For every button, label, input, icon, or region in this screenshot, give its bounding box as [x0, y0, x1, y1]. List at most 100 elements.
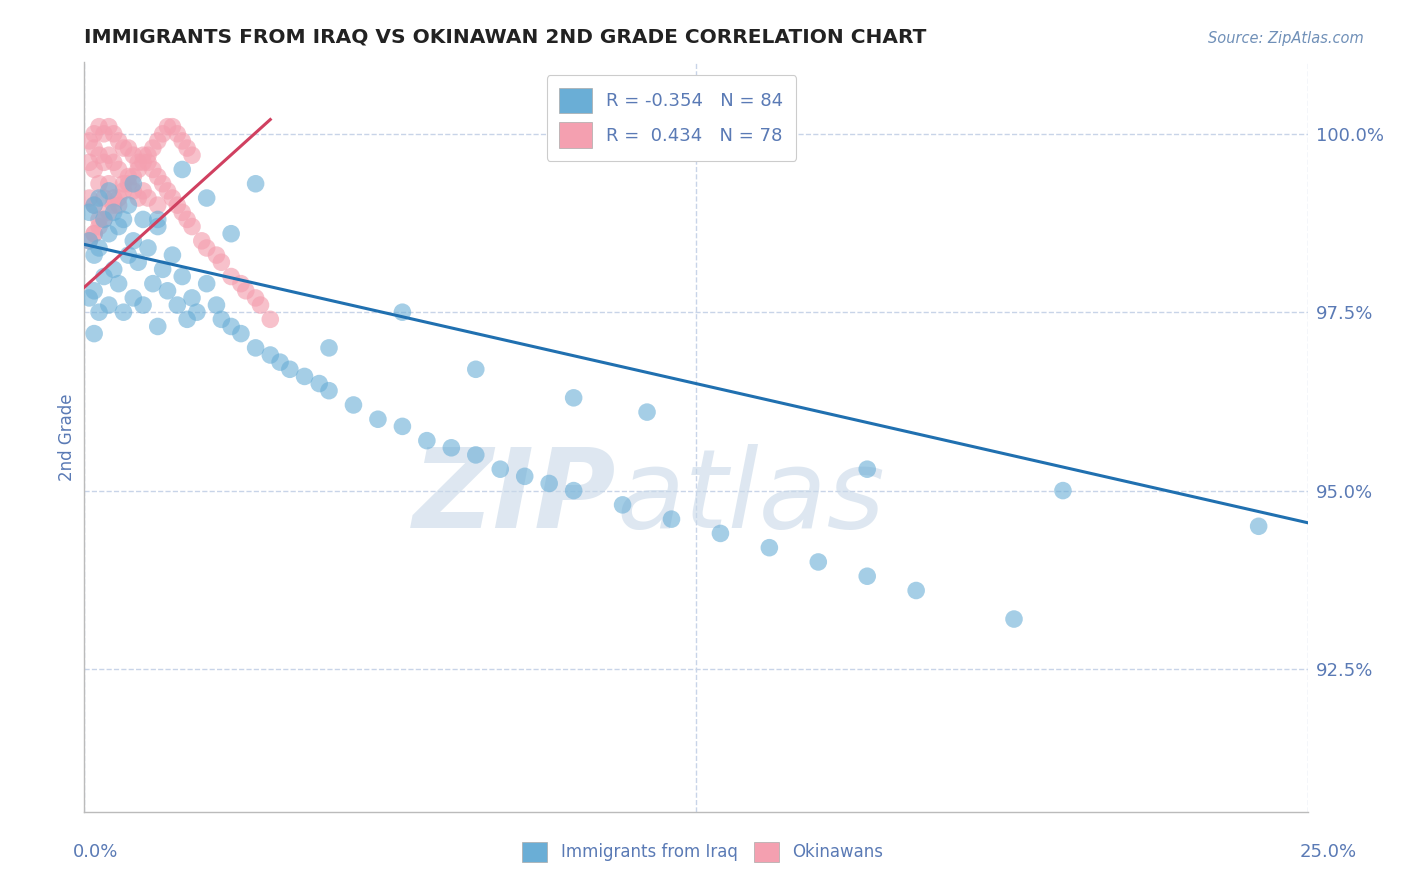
Point — [162, 191, 184, 205]
Point — [97, 184, 120, 198]
Point — [97, 205, 120, 219]
Point — [112, 141, 135, 155]
Point — [318, 341, 340, 355]
Point — [758, 541, 780, 555]
Point — [146, 219, 169, 234]
Point — [146, 319, 169, 334]
Point — [127, 155, 149, 169]
Point — [136, 191, 159, 205]
Point — [142, 162, 165, 177]
Point — [93, 269, 115, 284]
Point — [209, 312, 232, 326]
Point — [1052, 483, 1074, 498]
Point — [117, 248, 139, 262]
Point — [97, 177, 120, 191]
Point — [77, 234, 100, 248]
Point — [181, 148, 204, 162]
Point — [176, 312, 198, 326]
Point — [83, 326, 105, 341]
Point — [107, 162, 129, 177]
Point — [181, 219, 204, 234]
Point — [87, 177, 110, 191]
Point — [117, 141, 139, 155]
Point — [464, 448, 486, 462]
Point — [209, 255, 232, 269]
Point — [156, 120, 179, 134]
Point — [87, 212, 110, 227]
Point — [93, 212, 115, 227]
Point — [107, 277, 129, 291]
Point — [166, 198, 188, 212]
Point — [205, 248, 228, 262]
Point — [103, 155, 125, 169]
Point — [146, 198, 169, 212]
Point — [538, 476, 561, 491]
Point — [172, 269, 194, 284]
Point — [132, 298, 155, 312]
Point — [172, 205, 194, 219]
Point — [83, 284, 105, 298]
Point — [87, 241, 110, 255]
Point — [127, 162, 149, 177]
Point — [156, 184, 179, 198]
Point — [152, 127, 174, 141]
Point — [166, 127, 188, 141]
Point — [146, 134, 169, 148]
Point — [107, 198, 129, 212]
Point — [245, 291, 267, 305]
Point — [87, 120, 110, 134]
Point — [172, 134, 194, 148]
Point — [77, 291, 100, 305]
Point — [117, 177, 139, 191]
Point — [513, 469, 536, 483]
Point — [152, 262, 174, 277]
Point — [83, 127, 105, 141]
Point — [77, 191, 100, 205]
Point — [112, 305, 135, 319]
Point — [122, 291, 145, 305]
Point — [391, 305, 413, 319]
Point — [87, 148, 110, 162]
Point — [235, 284, 257, 298]
Point — [176, 212, 198, 227]
Point — [562, 391, 585, 405]
Point — [122, 169, 145, 184]
Point — [318, 384, 340, 398]
Point — [87, 191, 110, 205]
Point — [146, 212, 169, 227]
Point — [103, 198, 125, 212]
Point — [245, 341, 267, 355]
Point — [259, 348, 281, 362]
Point — [905, 583, 928, 598]
Point — [162, 248, 184, 262]
Text: IMMIGRANTS FROM IRAQ VS OKINAWAN 2ND GRADE CORRELATION CHART: IMMIGRANTS FROM IRAQ VS OKINAWAN 2ND GRA… — [84, 28, 927, 47]
Point — [176, 141, 198, 155]
Point — [83, 227, 105, 241]
Point — [205, 298, 228, 312]
Point — [367, 412, 389, 426]
Point — [87, 219, 110, 234]
Point — [219, 269, 242, 284]
Point — [807, 555, 830, 569]
Y-axis label: 2nd Grade: 2nd Grade — [58, 393, 76, 481]
Point — [122, 148, 145, 162]
Point — [391, 419, 413, 434]
Point — [146, 169, 169, 184]
Point — [83, 162, 105, 177]
Point — [162, 120, 184, 134]
Point — [294, 369, 316, 384]
Point — [464, 362, 486, 376]
Point — [661, 512, 683, 526]
Point — [136, 155, 159, 169]
Point — [308, 376, 330, 391]
Point — [87, 305, 110, 319]
Point — [489, 462, 512, 476]
Point — [97, 148, 120, 162]
Text: Source: ZipAtlas.com: Source: ZipAtlas.com — [1208, 31, 1364, 46]
Point — [122, 234, 145, 248]
Point — [112, 212, 135, 227]
Point — [269, 355, 291, 369]
Point — [440, 441, 463, 455]
Point — [229, 326, 252, 341]
Point — [186, 305, 208, 319]
